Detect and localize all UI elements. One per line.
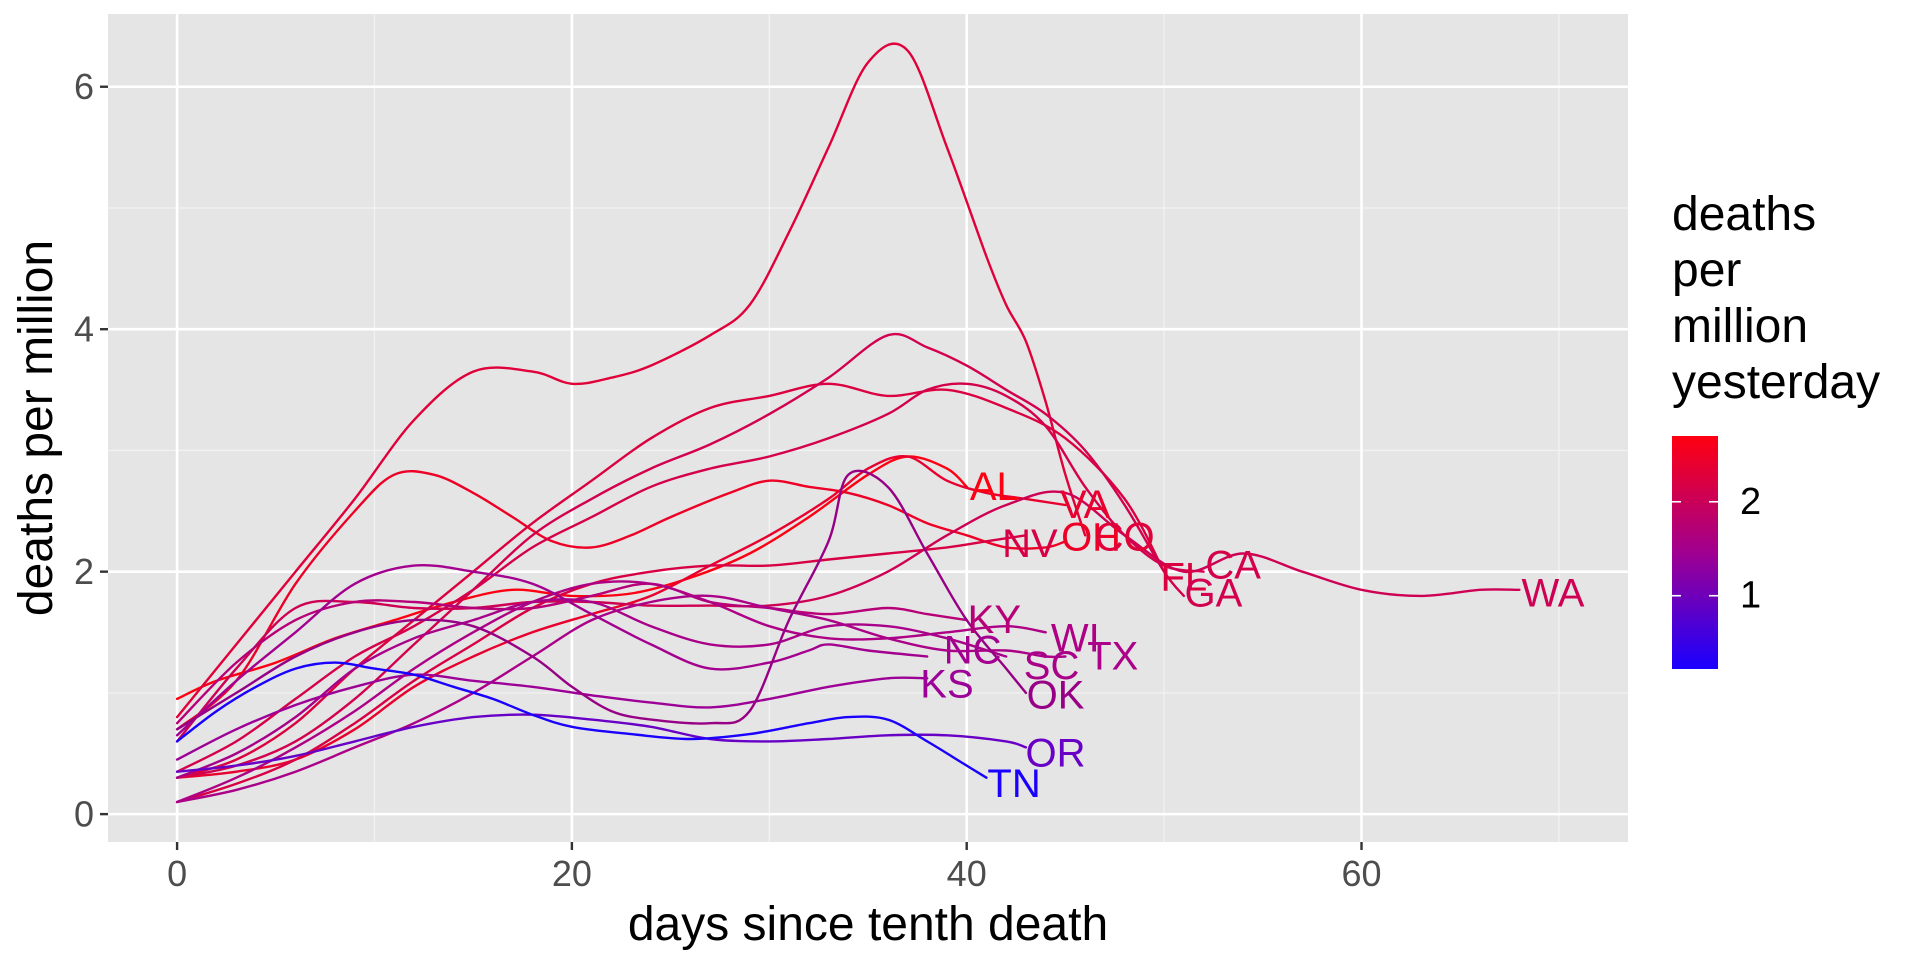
series-label-ca: CA xyxy=(1205,544,1261,588)
series-label-sc: SC xyxy=(1024,644,1080,688)
grid-major xyxy=(108,14,1628,842)
series-line-sc xyxy=(175,598,1008,779)
legend: deaths per million yesterday 12 xyxy=(1672,188,1880,669)
series-label-co: CO xyxy=(1095,516,1155,560)
series-label-nv: NV xyxy=(1002,522,1058,566)
legend-title-line-4: yesterday xyxy=(1672,356,1880,409)
series-line-tn xyxy=(175,661,988,779)
x-tick-label: 0 xyxy=(167,853,187,894)
series-label-or: OR xyxy=(1026,732,1086,776)
series-label-oh: OH xyxy=(1061,516,1121,560)
series-line-wa xyxy=(175,490,1521,743)
legend-tick-label: 1 xyxy=(1740,575,1761,617)
series-label-ks: KS xyxy=(920,662,973,706)
series-label-fl: FL xyxy=(1161,556,1208,600)
series-line-tx xyxy=(175,594,1067,804)
series-line-ks xyxy=(175,673,929,761)
legend-colorbar xyxy=(1672,436,1718,669)
series-label-al: AL xyxy=(970,465,1019,509)
series-line-va xyxy=(175,454,1067,779)
series-line-ca xyxy=(175,382,1205,773)
series-line-ok xyxy=(175,469,1028,731)
series-label-ky: KY xyxy=(968,598,1021,642)
series-label-tx: TX xyxy=(1087,635,1138,679)
series-label-va: VA xyxy=(1060,483,1111,527)
x-tick-label: 20 xyxy=(552,853,592,894)
series-label-wi: WI xyxy=(1051,616,1100,660)
panel-background xyxy=(108,14,1628,842)
y-tick-label: 6 xyxy=(74,66,94,107)
x-tick-label: 60 xyxy=(1341,853,1381,894)
x-axis: 0 20 40 60 xyxy=(167,842,1382,894)
series-line-wi xyxy=(175,580,1047,804)
series-lines xyxy=(175,42,1521,804)
y-tick-label: 0 xyxy=(74,794,94,835)
series-line-ga xyxy=(175,332,1185,779)
legend-tick-label: 2 xyxy=(1740,481,1761,523)
legend-title-line-2: per xyxy=(1672,244,1741,297)
y-axis: 0 2 4 6 xyxy=(74,66,108,835)
legend-ticks: 12 xyxy=(1672,481,1761,617)
series-line-nc xyxy=(175,563,929,737)
y-tick-label: 4 xyxy=(74,309,94,350)
legend-title-line-1: deaths xyxy=(1672,188,1816,241)
series-label-wa: WA xyxy=(1522,571,1585,615)
series-line-ky xyxy=(175,582,968,725)
series-label-nc: NC xyxy=(944,628,1002,672)
x-axis-title: days since tenth death xyxy=(628,898,1108,951)
series-line-oh xyxy=(175,470,1067,731)
x-tick-label: 40 xyxy=(947,853,987,894)
series-label-ok: OK xyxy=(1027,673,1085,717)
y-tick-label: 2 xyxy=(74,551,94,592)
y-axis-title: deaths per million xyxy=(10,240,63,616)
series-label-ga: GA xyxy=(1185,571,1243,615)
legend-title-line-3: million xyxy=(1672,300,1808,353)
series-label-tn: TN xyxy=(987,762,1040,806)
series-line-co xyxy=(175,42,1087,719)
